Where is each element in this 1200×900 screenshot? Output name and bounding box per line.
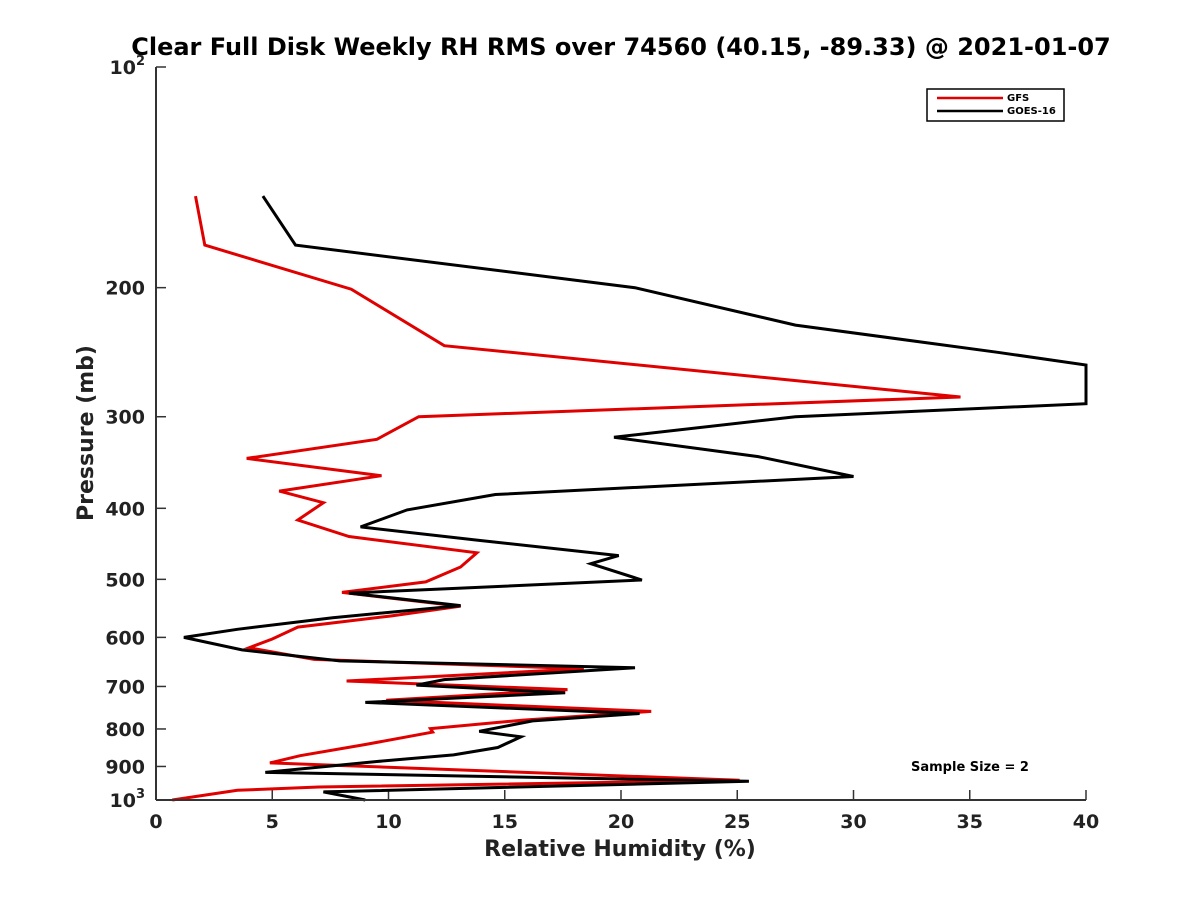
x-tick-label: 15 (492, 811, 518, 833)
series-line-goes16 (183, 195, 1088, 802)
y-tick-label: 500 (105, 569, 145, 591)
series-layer (172, 195, 1088, 802)
y-tick-exponent: 2 (136, 54, 145, 69)
y-tick-label: 103 (110, 787, 146, 812)
x-tick-label: 20 (608, 811, 634, 833)
y-tick-label: 900 (105, 756, 145, 778)
series-line-gfs (172, 195, 961, 802)
x-axis-label: Relative Humidity (%) (484, 837, 756, 862)
x-tick-label: 10 (375, 811, 401, 833)
y-tick-label: 300 (105, 407, 145, 429)
x-tick-label: 40 (1073, 811, 1099, 833)
chart-title: Clear Full Disk Weekly RH RMS over 74560… (131, 33, 1111, 61)
x-tick-label: 25 (724, 811, 750, 833)
tick-layer: 0 5 10 15 20 25 30 35 40102200300400500600700800… (105, 54, 1099, 833)
y-tick-label: 400 (105, 498, 145, 520)
y-axis-label: Pressure (mb) (74, 345, 99, 521)
y-tick-label: 600 (105, 627, 145, 649)
legend-label-gfs: GFS (1007, 93, 1029, 104)
x-tick-label: 30 (840, 811, 866, 833)
x-tick-label: 35 (957, 811, 983, 833)
y-tick-base: 10 (110, 790, 136, 812)
y-tick-exponent: 3 (136, 787, 145, 802)
y-tick-base: 10 (110, 57, 136, 79)
legend-label-goes16: GOES-16 (1007, 106, 1056, 117)
sample-size-annotation: Sample Size = 2 (911, 760, 1029, 775)
y-tick-label: 800 (105, 719, 145, 741)
legend-box (926, 88, 1065, 122)
legend: GFS GOES-16 (926, 88, 1065, 122)
y-tick-label: 102 (110, 54, 146, 79)
x-tick-label: 5 (266, 811, 279, 833)
x-tick-label: 0 (149, 811, 162, 833)
y-tick-label: 200 (105, 278, 145, 300)
y-tick-label: 700 (105, 676, 145, 698)
